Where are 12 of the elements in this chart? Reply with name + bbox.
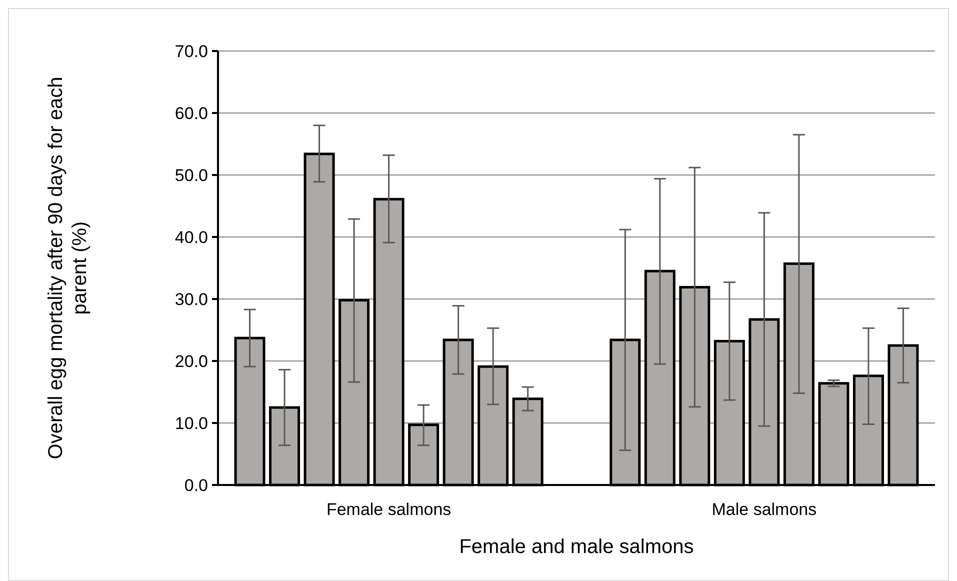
y-axis-title: Overall egg mortality after 90 days for each parent (%) — [44, 76, 92, 462]
y-tick-label: 20.0 — [174, 352, 208, 371]
y-tick-label: 50.0 — [174, 166, 208, 185]
x-tick-label: Female salmons — [326, 500, 452, 519]
y-tick-label: 30.0 — [174, 290, 208, 309]
y-tick-label: 40.0 — [174, 228, 208, 247]
y-tick-label: 70.0 — [174, 42, 208, 61]
y-tick-label: 0.0 — [184, 476, 208, 495]
y-tick-label: 60.0 — [174, 104, 208, 123]
x-tick-label: Male salmons — [712, 500, 817, 519]
x-axis-title: Female and male salmons — [459, 536, 694, 558]
y-tick-label: 10.0 — [174, 414, 208, 433]
